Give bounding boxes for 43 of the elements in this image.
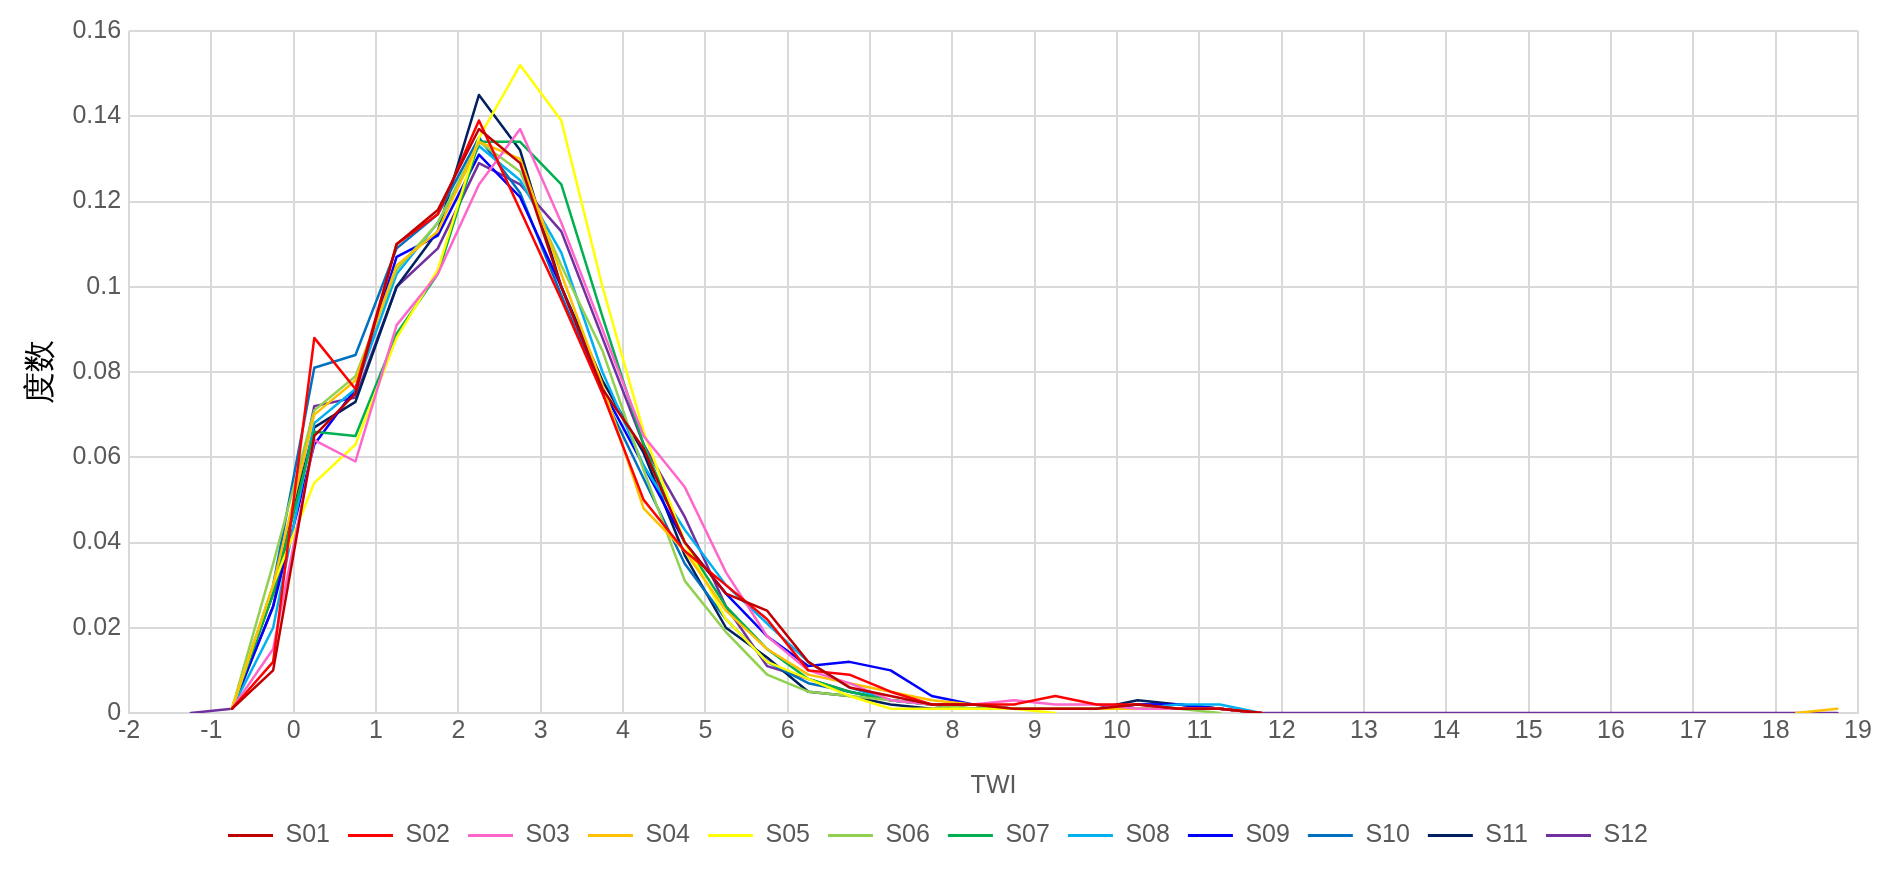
x-tick-label: 1	[369, 714, 383, 743]
x-tick-label: 3	[533, 714, 548, 743]
x-tick-label: 10	[1103, 714, 1131, 743]
x-tick-label: 2	[451, 714, 466, 743]
legend-label: S10	[1365, 819, 1410, 848]
y-tick-label: 0.06	[72, 441, 122, 470]
x-tick-label: 15	[1514, 714, 1543, 743]
legend-label: S11	[1485, 819, 1528, 848]
x-tick-label: 5	[698, 714, 713, 743]
legend-label: S01	[285, 819, 331, 848]
y-tick-label: 0.04	[72, 526, 122, 555]
legend-label: S02	[405, 819, 450, 848]
x-tick-label: 14	[1432, 714, 1461, 743]
y-tick-label: 0.02	[72, 611, 122, 640]
y-tick-label: 0.16	[72, 14, 122, 43]
y-tick-label: 0.1	[86, 270, 122, 299]
x-tick-label: 6	[780, 714, 795, 743]
legend-label: S04	[645, 819, 691, 848]
legend-label: S09	[1245, 819, 1290, 848]
x-tick-label: 8	[945, 714, 960, 743]
legend-label: S06	[885, 819, 930, 848]
x-tick-label: -1	[200, 714, 223, 743]
x-axis-title: TWI	[970, 769, 1017, 798]
y-axis-title: 度数	[21, 340, 58, 404]
x-tick-label: 13	[1350, 714, 1378, 743]
y-tick-label: 0.12	[72, 185, 122, 214]
x-tick-label: 19	[1844, 714, 1872, 743]
legend-label: S03	[525, 819, 570, 848]
x-tick-label: 18	[1761, 714, 1790, 743]
x-tick-label: 12	[1267, 714, 1296, 743]
legend-label: S05	[765, 819, 810, 848]
x-tick-label: 11	[1186, 714, 1213, 743]
legend-label: S12	[1603, 819, 1648, 848]
x-tick-label: 0	[286, 714, 301, 743]
x-tick-label: 4	[616, 714, 631, 743]
x-tick-label: 9	[1027, 714, 1042, 743]
y-tick-label: 0.08	[72, 355, 122, 384]
x-tick-label: 7	[863, 714, 877, 743]
legend-label: S07	[1005, 819, 1050, 848]
x-tick-label: 16	[1597, 714, 1625, 743]
x-tick-label: 17	[1679, 714, 1708, 743]
legend-label: S08	[1125, 819, 1170, 848]
y-tick-label: 0.14	[72, 100, 122, 129]
